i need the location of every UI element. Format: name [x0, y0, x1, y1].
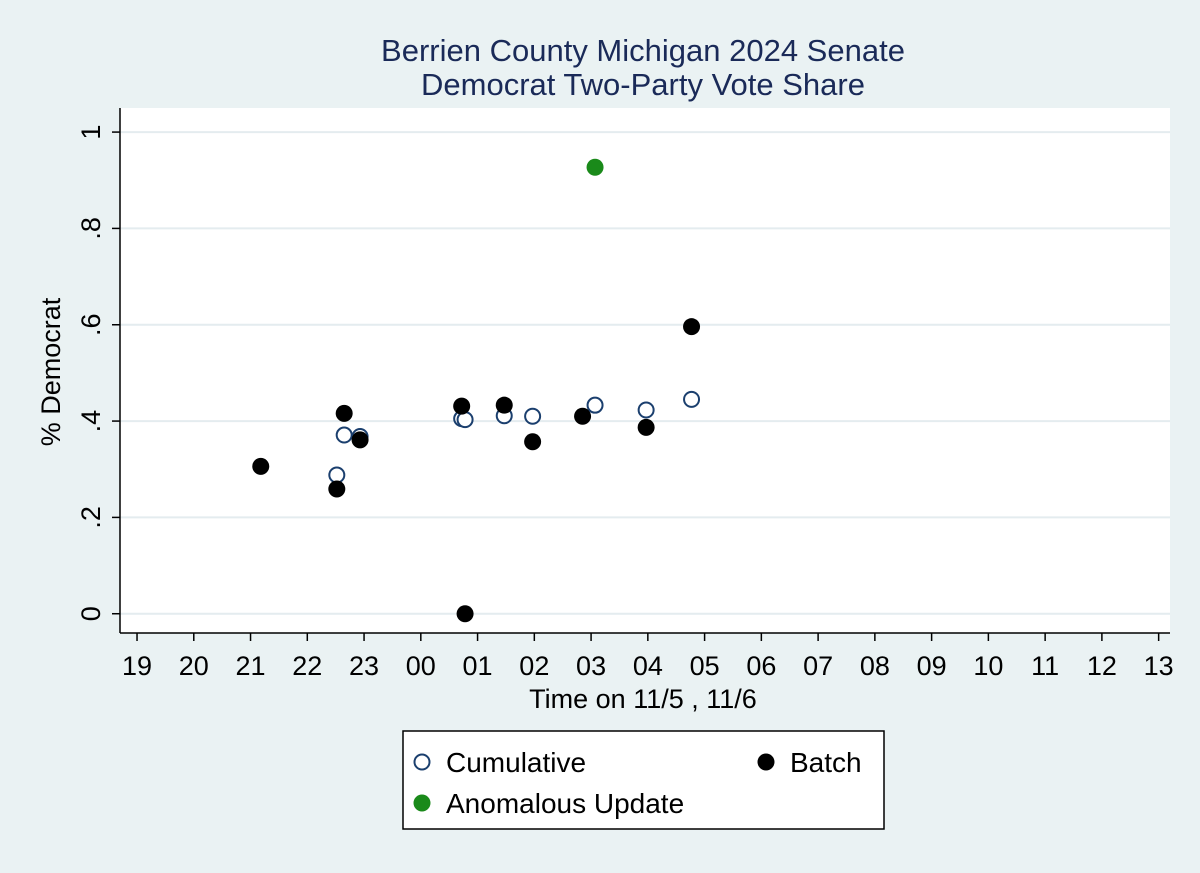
x-tick-label: 01 [463, 651, 493, 681]
x-tick-label: 09 [917, 651, 947, 681]
x-tick-label: 07 [803, 651, 833, 681]
plot-area [120, 108, 1170, 633]
point-batch [328, 480, 346, 498]
point-cumulative [328, 466, 346, 484]
x-tick-label: 21 [236, 651, 266, 681]
point-batch [252, 457, 270, 475]
point-batch [335, 404, 353, 422]
point-batch [453, 397, 471, 415]
y-tick-label: .8 [76, 217, 106, 240]
legend-marker-cumulative [413, 753, 431, 771]
point-cumulative [335, 426, 353, 444]
x-tick-label: 08 [860, 651, 890, 681]
point-cumulative [586, 396, 604, 414]
x-tick-label: 11 [1031, 651, 1059, 681]
point-cumulative [683, 390, 701, 408]
legend-marker-batch [757, 753, 775, 771]
point-batch [495, 396, 513, 414]
legend-label-anomalous: Anomalous Update [446, 788, 684, 819]
point-cumulative [524, 407, 542, 425]
point-batch [456, 605, 474, 623]
x-tick-label: 13 [1144, 651, 1174, 681]
y-tick-label: .4 [76, 410, 106, 433]
legend-label-batch: Batch [790, 747, 862, 778]
y-tick-label: 1 [76, 125, 106, 140]
point-batch [524, 433, 542, 451]
x-tick-label: 22 [292, 651, 322, 681]
x-tick-label: 19 [122, 651, 152, 681]
point-anomalous-update [586, 158, 604, 176]
data-points [252, 158, 701, 623]
x-tick-label: 02 [519, 651, 549, 681]
axis-ticks: 0 .2 .4 .6 .8 1 19 20 21 22 23 00 01 02 03 04 05 06 07 08 09… [76, 125, 1174, 681]
point-batch [351, 431, 369, 449]
y-tick-label: .6 [76, 313, 106, 336]
x-tick-label: 03 [576, 651, 606, 681]
x-tick-label: 05 [690, 651, 720, 681]
x-tick-label: 23 [349, 651, 379, 681]
x-tick-label: 20 [179, 651, 209, 681]
x-tick-label: 12 [1087, 651, 1117, 681]
point-cumulative [637, 401, 655, 419]
x-tick-label: 00 [406, 651, 436, 681]
y-axis-label: % Democrat [36, 297, 66, 446]
legend-box [402, 730, 885, 830]
chart-title-line-2: Democrat Two-Party Vote Share [421, 67, 865, 102]
point-batch [683, 318, 701, 336]
chart-title-line-1: Berrien County Michigan 2024 Senate [381, 33, 905, 68]
y-tick-label: .2 [76, 506, 106, 529]
legend-label-cumulative: Cumulative [446, 747, 586, 778]
legend: Cumulative Batch Anomalous Update [402, 730, 885, 830]
point-batch [574, 407, 592, 425]
point-batch [637, 418, 655, 436]
x-axis-label: Time on 11/5 , 11/6 [529, 684, 757, 714]
x-tick-label: 10 [973, 651, 1003, 681]
x-tick-label: 06 [746, 651, 776, 681]
legend-marker-anomalous [413, 794, 431, 812]
y-tick-label: 0 [76, 606, 106, 621]
x-tick-label: 04 [633, 651, 663, 681]
